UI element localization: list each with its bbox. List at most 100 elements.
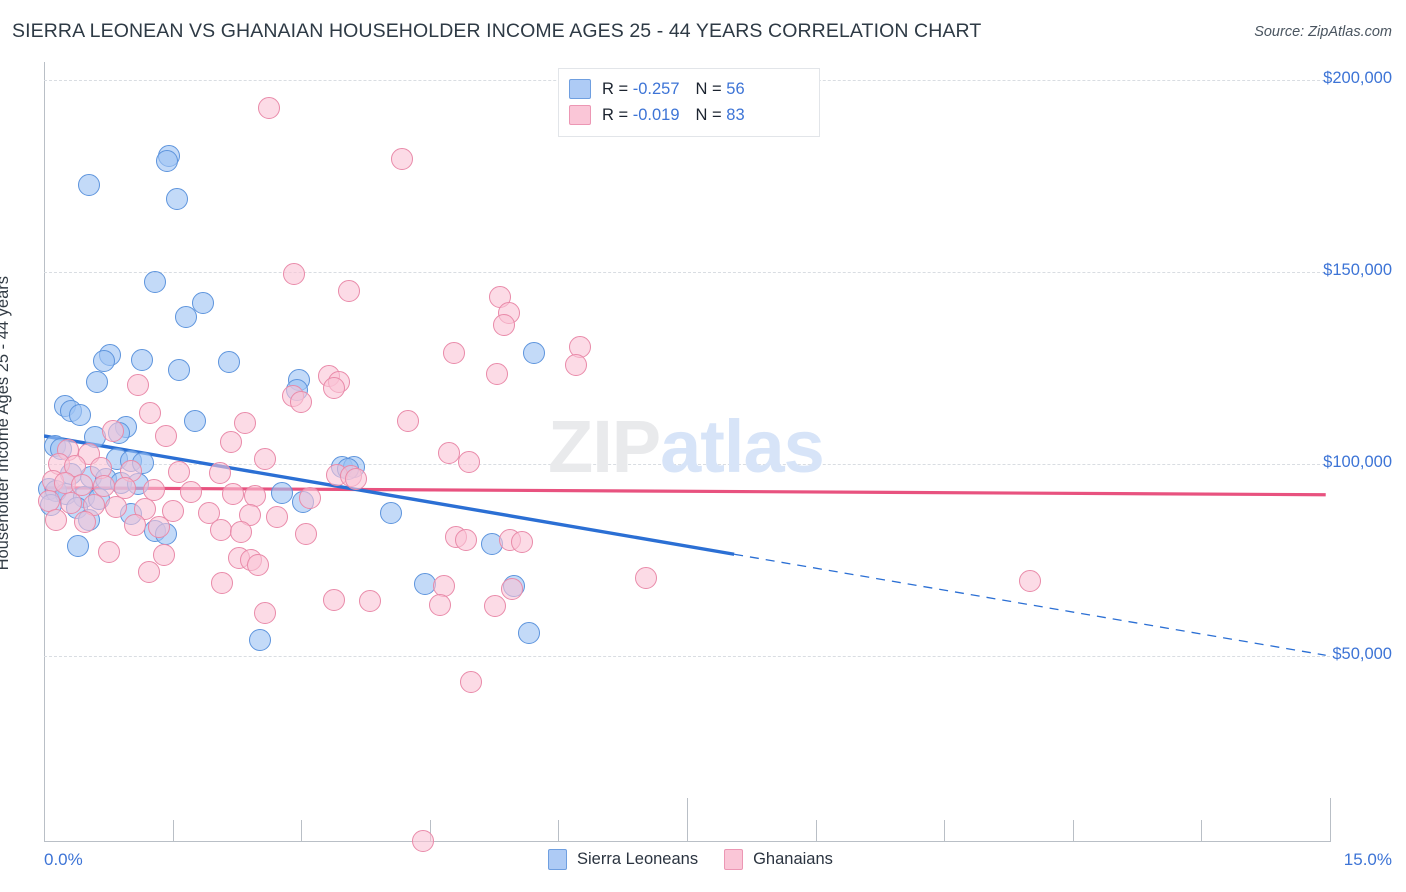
page-title: SIERRA LEONEAN VS GHANAIAN HOUSEHOLDER I… <box>12 20 982 42</box>
series-legend-item-ghanaians[interactable]: Ghanaians <box>724 849 833 870</box>
data-point-ghanaians <box>139 401 162 424</box>
n-prefix-blue: N = <box>695 79 727 98</box>
data-point-sierra-leoneans <box>218 350 241 373</box>
series-legend-item-sierra-leoneans[interactable]: Sierra Leoneans <box>548 849 698 870</box>
data-point-ghanaians <box>197 501 220 524</box>
x-tick-2 <box>301 820 303 842</box>
correlation-legend-row-blue: R = -0.257 N = 56 <box>569 76 809 102</box>
data-point-ghanaians <box>153 543 176 566</box>
y-tick-label-100000: $100,000 <box>1323 453 1392 471</box>
n-value-blue: 56 <box>726 79 745 98</box>
y-axis-line <box>44 62 45 842</box>
data-point-ghanaians <box>105 495 128 518</box>
y-tick-label-50000: $50,000 <box>1332 645 1392 663</box>
data-point-ghanaians <box>458 450 481 473</box>
x-tick-5 <box>687 798 688 842</box>
trendline-sierra-leoneans-projected <box>734 553 1326 656</box>
data-point-ghanaians <box>485 363 508 386</box>
r-value-pink: -0.019 <box>632 105 680 124</box>
data-point-ghanaians <box>295 522 318 545</box>
data-point-sierra-leoneans <box>167 358 190 381</box>
data-point-sierra-leoneans <box>165 187 188 210</box>
data-point-ghanaians <box>208 462 231 485</box>
data-point-sierra-leoneans <box>67 534 90 557</box>
x-tick-7 <box>944 820 946 842</box>
data-point-ghanaians <box>254 601 277 624</box>
data-point-ghanaians <box>60 491 83 514</box>
data-point-ghanaians <box>98 540 121 563</box>
data-point-sierra-leoneans <box>518 622 541 645</box>
series-swatch-ghanaians <box>724 849 744 870</box>
n-value-pink: 83 <box>726 105 745 124</box>
data-point-ghanaians <box>221 482 244 505</box>
data-point-sierra-leoneans <box>249 629 272 652</box>
data-point-ghanaians <box>233 411 256 434</box>
correlation-stat-pink: R = -0.019 N = 83 <box>602 106 745 125</box>
x-tick-1 <box>172 820 174 842</box>
data-point-ghanaians <box>209 518 232 541</box>
data-point-ghanaians <box>45 509 67 532</box>
data-point-sierra-leoneans <box>130 349 153 372</box>
data-point-sierra-leoneans <box>183 409 206 432</box>
correlation-legend: R = -0.257 N = 56 R = -0.019 N = 83 <box>558 68 820 137</box>
data-point-ghanaians <box>564 353 587 376</box>
data-point-ghanaians <box>411 830 434 853</box>
data-point-ghanaians <box>127 374 150 397</box>
x-axis-min-label: 0.0% <box>44 850 83 869</box>
data-point-ghanaians <box>74 511 97 534</box>
data-point-sierra-leoneans <box>271 482 294 505</box>
data-point-ghanaians <box>358 590 381 613</box>
legend-swatch-sierra-leoneans <box>569 79 591 99</box>
series-legend: Sierra Leoneans Ghanaians <box>548 849 833 870</box>
data-point-ghanaians <box>442 341 465 364</box>
data-point-ghanaians <box>483 595 506 618</box>
data-point-ghanaians <box>247 553 270 576</box>
data-point-sierra-leoneans <box>78 174 101 197</box>
data-point-ghanaians <box>459 670 482 693</box>
data-point-ghanaians <box>154 424 177 447</box>
data-point-ghanaians <box>634 567 657 590</box>
x-tick-10 <box>1330 798 1331 842</box>
data-point-ghanaians <box>101 419 124 442</box>
data-point-ghanaians <box>211 571 234 594</box>
x-tick-0 <box>44 798 45 842</box>
trendline-sierra-leoneans <box>44 434 735 556</box>
data-point-ghanaians <box>345 467 368 490</box>
data-point-sierra-leoneans <box>380 502 403 525</box>
series-label-sierra-leoneans: Sierra Leoneans <box>577 850 699 868</box>
data-point-ghanaians <box>161 499 184 522</box>
data-point-ghanaians <box>254 448 277 470</box>
data-point-ghanaians <box>147 515 170 538</box>
plot-area <box>38 62 1331 853</box>
correlation-stat-blue: R = -0.257 N = 56 <box>602 80 745 99</box>
data-point-ghanaians <box>70 473 93 496</box>
x-tick-4 <box>558 820 560 842</box>
data-point-ghanaians <box>429 594 452 617</box>
data-point-sierra-leoneans <box>192 292 215 315</box>
source-attribution: Source: ZipAtlas.com <box>1254 24 1392 40</box>
data-point-sierra-leoneans <box>93 349 115 372</box>
data-point-ghanaians <box>290 390 313 413</box>
data-point-sierra-leoneans <box>175 305 198 328</box>
y-tick-label-150000: $150,000 <box>1323 261 1392 279</box>
data-point-sierra-leoneans <box>69 404 91 427</box>
gridline-100000 <box>44 464 1330 465</box>
data-point-ghanaians <box>322 376 345 399</box>
trendlines <box>44 434 1326 656</box>
data-point-ghanaians <box>257 97 280 120</box>
x-tick-3 <box>429 820 431 842</box>
data-point-sierra-leoneans <box>86 370 109 393</box>
r-value-blue: -0.257 <box>632 79 680 98</box>
r-prefix-pink: R = <box>602 105 633 124</box>
x-tick-9 <box>1201 820 1203 842</box>
data-point-sierra-leoneans <box>143 270 166 293</box>
data-point-ghanaians <box>338 280 361 303</box>
data-point-ghanaians <box>219 431 242 454</box>
data-point-ghanaians <box>168 460 191 483</box>
data-point-ghanaians <box>180 480 203 503</box>
data-point-ghanaians <box>283 262 306 285</box>
data-point-ghanaians <box>123 513 146 536</box>
data-point-ghanaians <box>454 528 477 551</box>
r-prefix-blue: R = <box>602 79 633 98</box>
